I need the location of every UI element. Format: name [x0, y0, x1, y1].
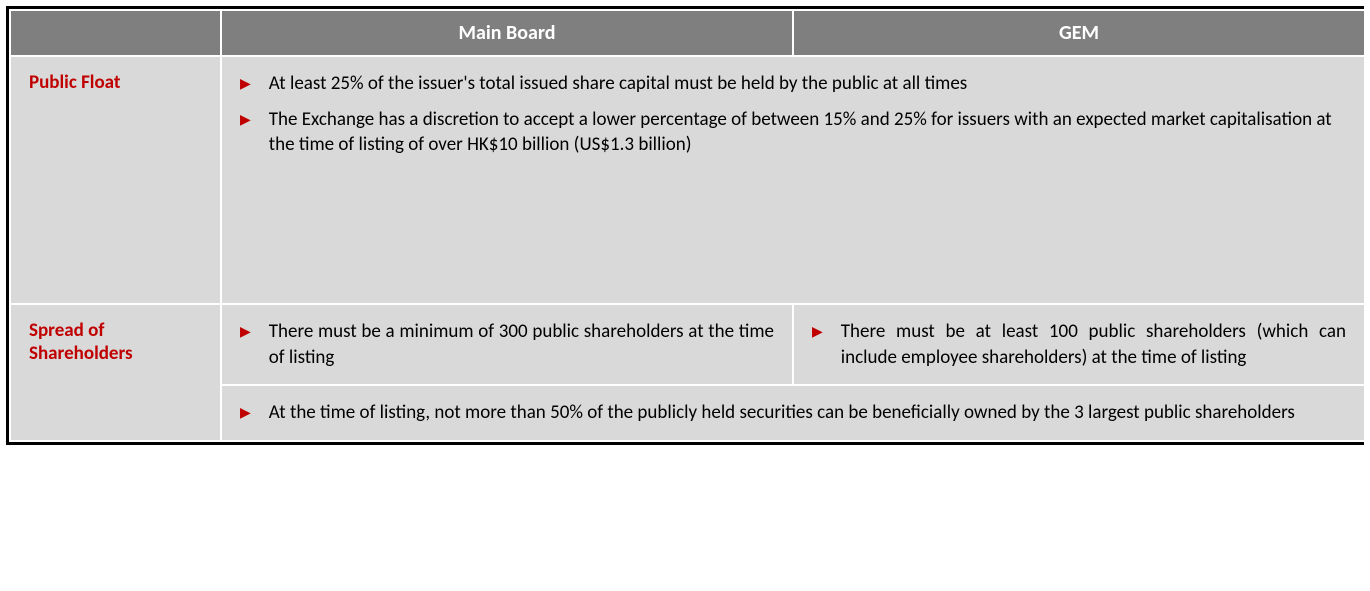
list-item: ▶ At least 25% of the issuer's total iss… — [240, 71, 1346, 97]
public-float-merged-cell: ▶ At least 25% of the issuer's total iss… — [221, 56, 1365, 304]
bullet-icon: ▶ — [240, 111, 251, 130]
bullet-icon: ▶ — [240, 75, 251, 94]
header-main-board: Main Board — [221, 10, 793, 56]
spread-label: Spread of Shareholders — [10, 304, 221, 441]
comparison-table-container: Main Board GEM Public Float ▶ At least 2… — [6, 6, 1364, 445]
list-item: ▶ The Exchange has a discretion to accep… — [240, 107, 1346, 158]
table-header-row: Main Board GEM — [10, 10, 1365, 56]
bullet-text: At least 25% of the issuer's total issue… — [269, 71, 1346, 97]
comparison-table: Main Board GEM Public Float ▶ At least 2… — [9, 9, 1366, 442]
spread-row-1: Spread of Shareholders ▶ There must be a… — [10, 304, 1365, 385]
list-item: ▶ There must be at least 100 public shar… — [812, 319, 1346, 370]
bullet-text: There must be at least 100 public shareh… — [841, 319, 1346, 370]
header-gem: GEM — [793, 10, 1365, 56]
bullet-text: At the time of listing, not more than 50… — [269, 400, 1346, 426]
spread-merged-cell: ▶ At the time of listing, not more than … — [221, 385, 1365, 441]
bullet-text: There must be a minimum of 300 public sh… — [269, 319, 774, 370]
spread-gem-cell: ▶ There must be at least 100 public shar… — [793, 304, 1365, 385]
bullet-icon: ▶ — [240, 323, 251, 342]
bullet-icon: ▶ — [240, 404, 251, 423]
bullet-text: The Exchange has a discretion to accept … — [269, 107, 1346, 158]
header-blank — [10, 10, 221, 56]
bullet-icon: ▶ — [812, 323, 823, 342]
public-float-label: Public Float — [10, 56, 221, 304]
list-item: ▶ At the time of listing, not more than … — [240, 400, 1346, 426]
spread-main-board-cell: ▶ There must be a minimum of 300 public … — [221, 304, 793, 385]
list-item: ▶ There must be a minimum of 300 public … — [240, 319, 774, 370]
public-float-row: Public Float ▶ At least 25% of the issue… — [10, 56, 1365, 304]
